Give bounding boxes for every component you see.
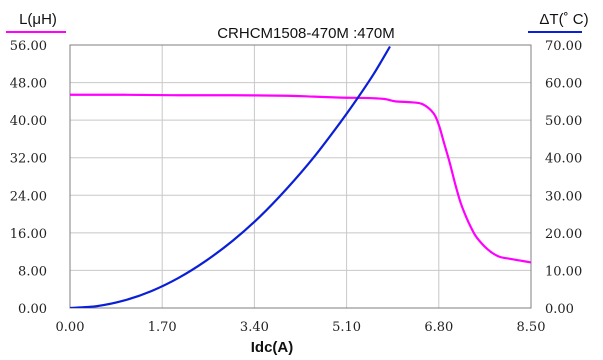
right-axis-label: ΔT(˚ C) — [539, 11, 588, 28]
x-axis-label: Idc(A) — [251, 339, 294, 356]
temperature-rise-series-line — [70, 45, 391, 308]
inductance-series-line — [70, 93, 531, 264]
y-left-tick-label: 16.00 — [10, 227, 47, 242]
y-right-tick-label: 60.00 — [545, 77, 582, 92]
y-right-tick-label: 30.00 — [545, 189, 582, 204]
y-right-tick-label: 10.00 — [545, 264, 582, 279]
y-left-tick-label: 8.00 — [18, 264, 47, 279]
left-axis-label: L(μH) — [19, 11, 57, 28]
y-right-tick-label: 50.00 — [545, 114, 582, 129]
y-left-tick-label: 24.00 — [10, 189, 47, 204]
y-right-tick-label: 20.00 — [545, 227, 582, 242]
grid-lines — [70, 45, 531, 308]
y-left-tick-label: 0.00 — [18, 302, 47, 317]
y-left-tick-label: 40.00 — [10, 114, 47, 129]
x-tick-label: 0.00 — [56, 320, 85, 335]
x-tick-label: 6.80 — [424, 320, 453, 335]
y-left-tick-label: 48.00 — [10, 77, 47, 92]
tick-labels: 0.00 1.70 3.40 5.10 6.80 8.50 0.00 8.00 16.00 24.… — [10, 39, 582, 335]
y-right-tick-label: 70.00 — [545, 39, 582, 54]
y-right-tick-label: 40.00 — [545, 152, 582, 167]
plot-area-frame — [69, 44, 532, 309]
x-tick-label: 8.50 — [517, 320, 546, 335]
y-right-tick-label: 0.00 — [545, 302, 574, 317]
x-tick-label: 3.40 — [240, 320, 269, 335]
chart-title: CRHCM1508-470M :470M — [217, 25, 395, 42]
series-layer — [70, 45, 531, 308]
x-tick-label: 5.10 — [332, 320, 361, 335]
y-left-tick-label: 56.00 — [10, 39, 47, 54]
y-left-tick-label: 32.00 — [10, 152, 47, 167]
x-tick-label: 1.70 — [148, 320, 177, 335]
